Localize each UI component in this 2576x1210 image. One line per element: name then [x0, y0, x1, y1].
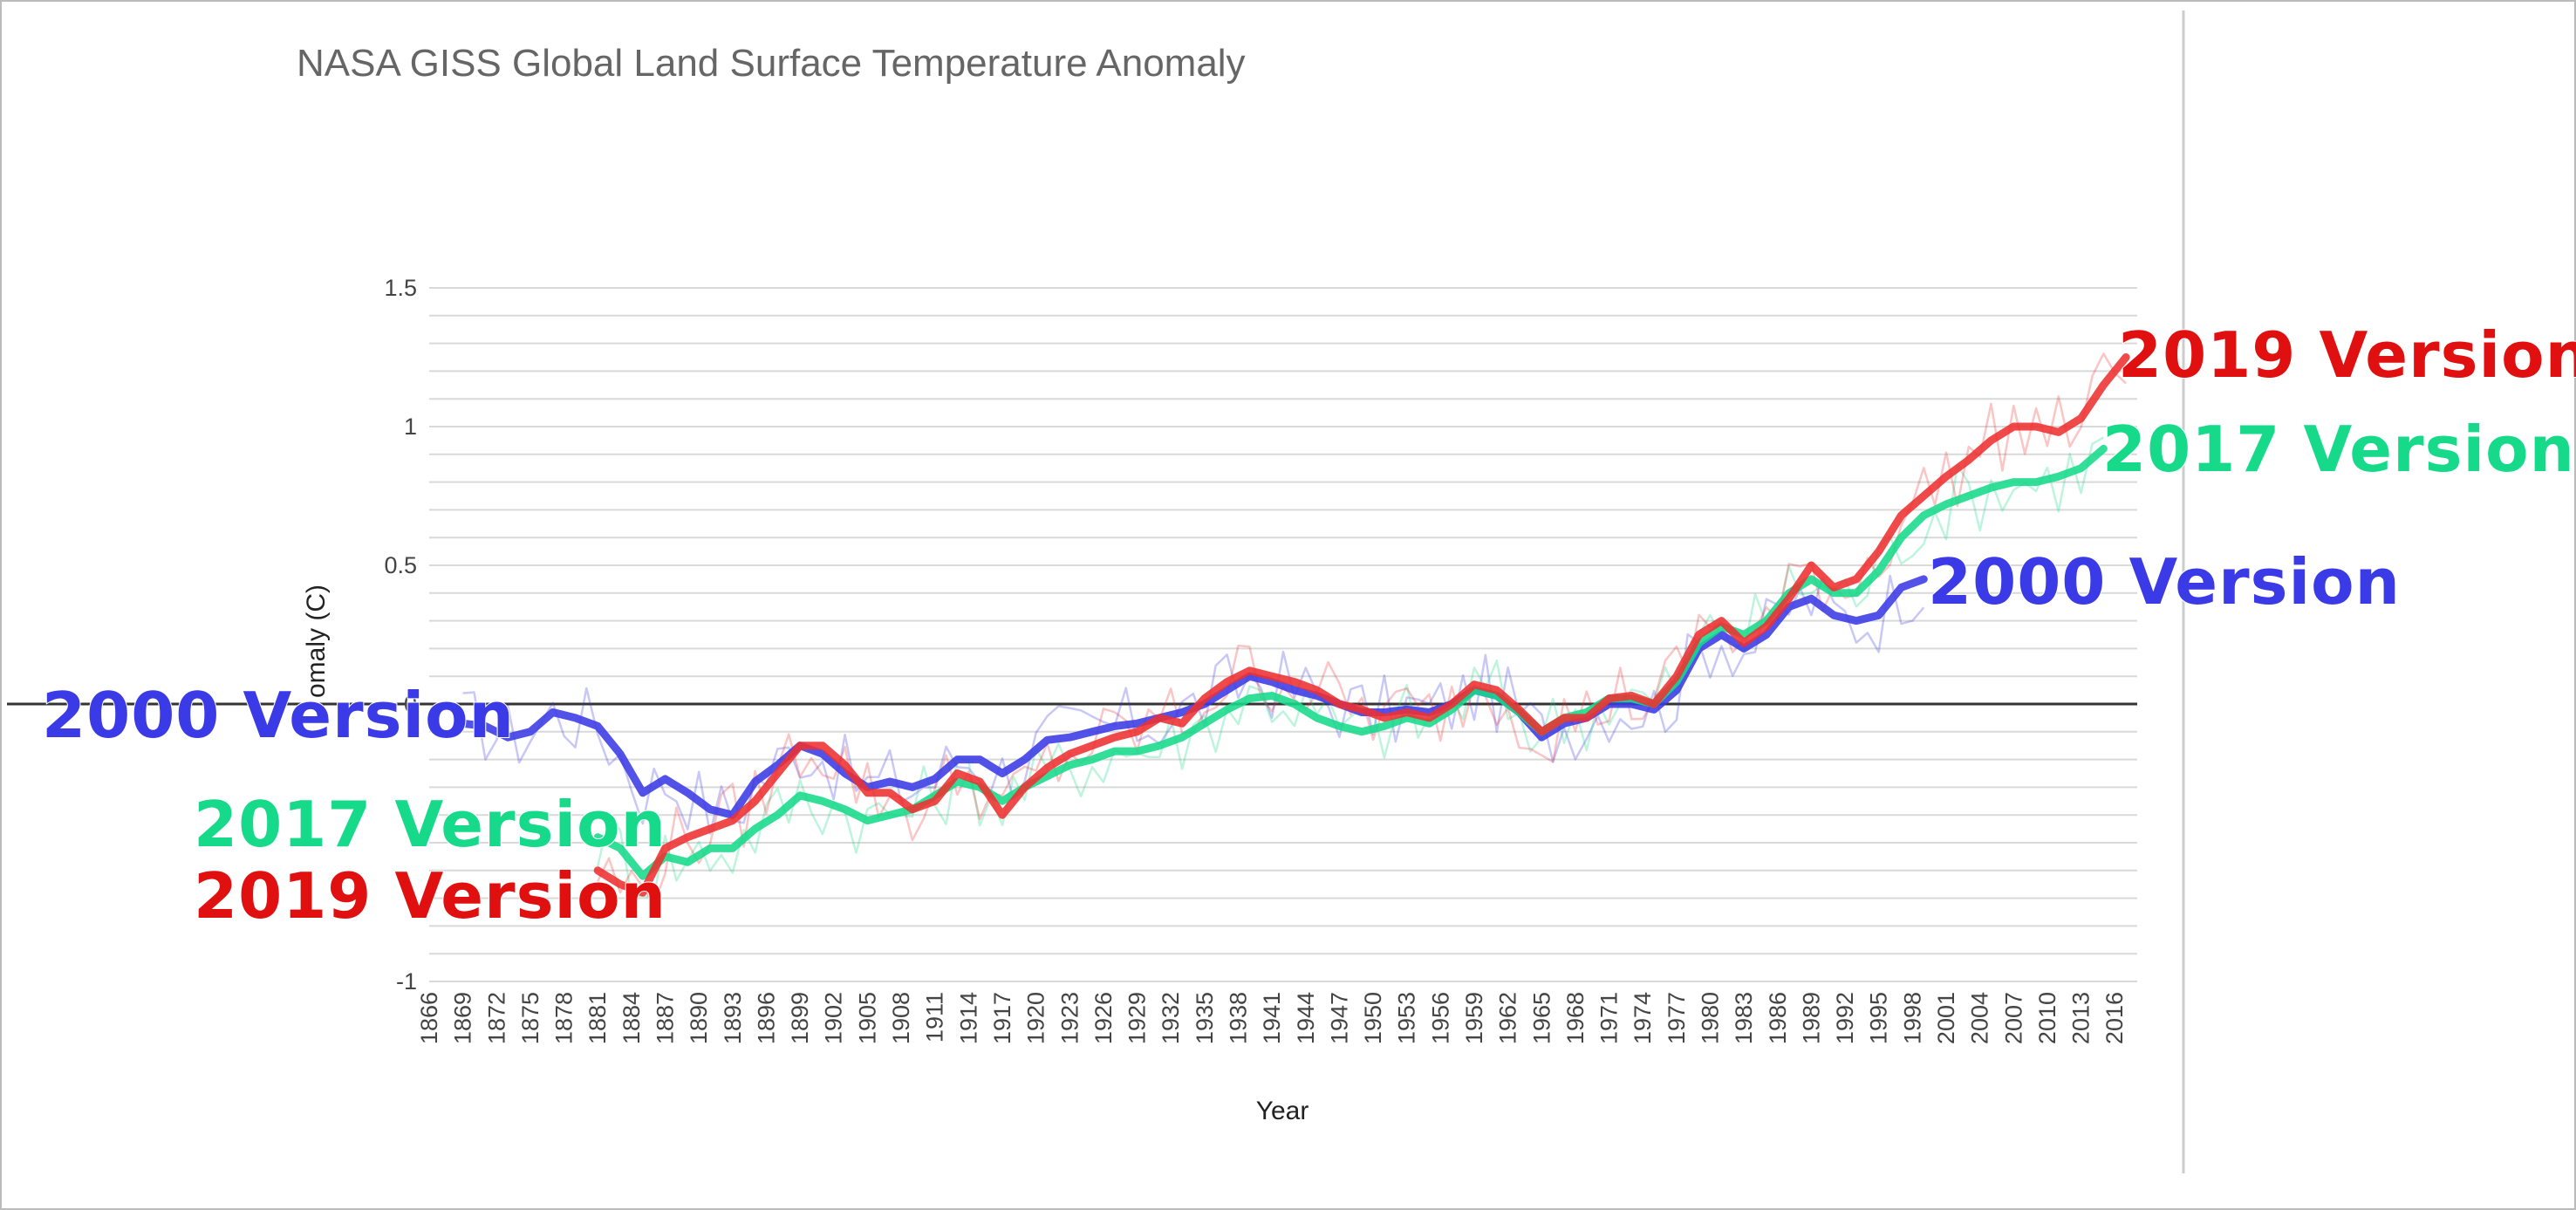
y-tick-label: 0 [404, 691, 417, 717]
x-tick-label: 1950 [1360, 992, 1386, 1044]
x-tick-label: 1956 [1427, 992, 1453, 1044]
y-axis-label: omaly (C) [302, 584, 331, 698]
x-tick-label: 1935 [1192, 992, 1218, 1044]
x-tick-label: 1998 [1899, 992, 1925, 1044]
chart-title: NASA GISS Global Land Surface Temperatur… [297, 42, 1246, 85]
left-label-2019-version: 2019 Version [194, 859, 666, 933]
x-tick-label: 1869 [450, 992, 476, 1044]
x-tick-label: 2010 [2034, 992, 2060, 1044]
series-line-2019-version [593, 353, 2130, 897]
x-tick-label: 1875 [517, 992, 543, 1044]
x-tick-label: 1944 [1293, 992, 1319, 1044]
x-tick-label: 2016 [2101, 992, 2128, 1044]
x-tick-label: 1941 [1259, 992, 1285, 1044]
x-tick-label: 1908 [888, 992, 914, 1044]
x-tick-label: 1905 [854, 992, 880, 1044]
x-tick-label: 1896 [753, 992, 779, 1044]
x-tick-label: 1971 [1596, 992, 1623, 1044]
series-layer [459, 352, 2130, 906]
x-tick-label: 1878 [551, 992, 577, 1044]
x-axis-label: Year [1256, 1097, 1309, 1125]
x-tick-label: 1914 [955, 992, 981, 1044]
x-tick-label: 1977 [1664, 992, 1690, 1044]
x-tick-label: 1881 [584, 992, 611, 1044]
x-tick-label: 1923 [1056, 992, 1083, 1044]
x-tick-label: 1911 [922, 992, 948, 1043]
right-label-2000-version: 2000 Version [1928, 545, 2401, 619]
x-tick-label: 1920 [1023, 992, 1049, 1044]
x-tick-label: 1902 [821, 992, 847, 1044]
series-line-2000-version [459, 575, 1928, 819]
series-raw-2017-version [596, 436, 2105, 899]
y-tick-label: 0.5 [384, 552, 417, 578]
x-tick-label: 1917 [989, 992, 1015, 1044]
x-tick-label: 1893 [720, 992, 746, 1044]
y-tick-label: 1.5 [384, 275, 417, 301]
x-tick-labels: 1866 1869 1872 1875 1878 1881 1884 1887 1890 1893… [416, 992, 2128, 1044]
x-tick-label: 1959 [1461, 992, 1487, 1044]
y-tick-labels: 1.5 1 0.5 0 -1 [384, 275, 417, 995]
series-line-2017-version [593, 444, 2108, 880]
x-tick-label: 1872 [483, 992, 509, 1044]
x-tick-label: 1962 [1495, 992, 1521, 1044]
x-tick-label: 1938 [1225, 992, 1251, 1044]
x-tick-label: 1968 [1562, 992, 1589, 1044]
right-label-2017-version: 2017 Version [2102, 413, 2575, 486]
x-tick-label: 2004 [1967, 992, 1993, 1044]
x-tick-label: 1947 [1326, 992, 1352, 1044]
x-tick-label: 2001 [1933, 992, 1959, 1044]
x-tick-label: 1983 [1731, 992, 1757, 1044]
left-label-2017-version: 2017 Version [194, 788, 666, 861]
x-tick-label: 2013 [2068, 992, 2094, 1044]
x-tick-label: 1992 [1832, 992, 1858, 1044]
left-label-2000-version: 2000 Version [42, 679, 515, 752]
x-tick-label: 1866 [416, 992, 442, 1044]
x-tick-label: 1887 [653, 992, 679, 1044]
x-tick-label: 1986 [1765, 992, 1791, 1044]
x-tick-label: 1974 [1630, 992, 1656, 1044]
x-tick-label: 1884 [618, 992, 645, 1044]
x-tick-label: 1980 [1698, 992, 1724, 1044]
x-tick-label: 1929 [1124, 992, 1151, 1044]
y-tick-label: 1 [404, 414, 417, 440]
x-tick-label: 1989 [1798, 992, 1824, 1044]
x-tick-label: 2007 [2000, 992, 2026, 1044]
x-tick-label: 1965 [1528, 992, 1554, 1044]
x-tick-label: 1995 [1866, 992, 1892, 1044]
right-label-2019-version: 2019 Version [2118, 318, 2576, 392]
y-tick-label: -1 [396, 968, 417, 995]
x-tick-label: 1890 [686, 992, 712, 1044]
x-tick-label: 1932 [1158, 992, 1184, 1044]
x-tick-label: 1953 [1394, 992, 1420, 1044]
x-tick-label: 1899 [787, 992, 813, 1044]
x-tick-label: 1926 [1090, 992, 1117, 1044]
